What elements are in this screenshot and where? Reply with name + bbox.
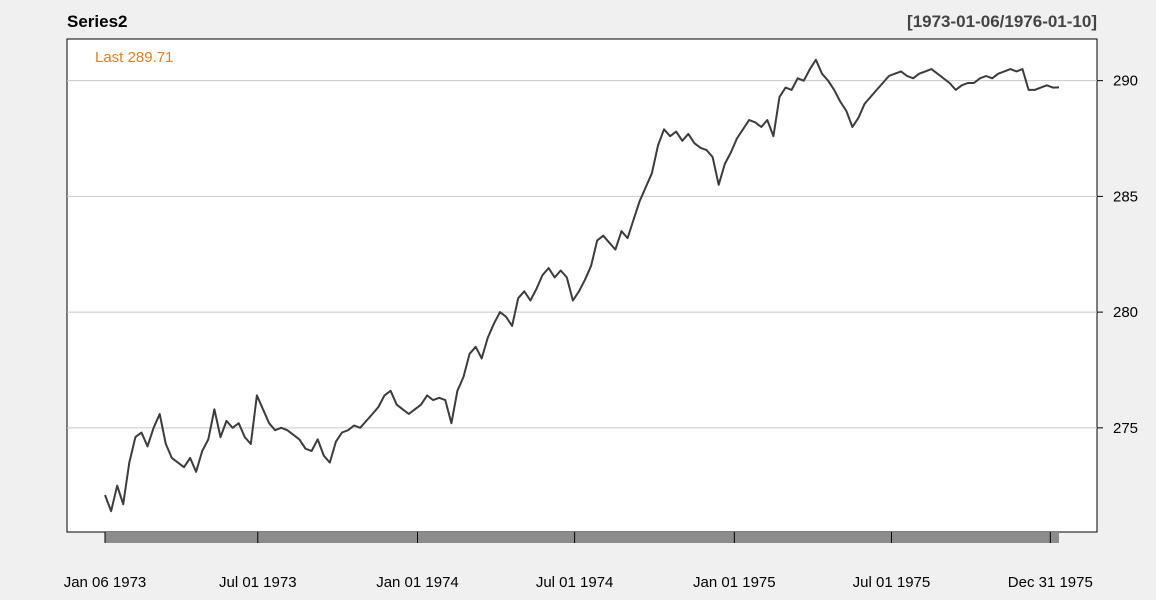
x-tick-label-5: Jul 01 1975 (853, 574, 931, 591)
y-tick-label-3: 290 (1113, 73, 1138, 90)
grid-lines (67, 80, 1097, 429)
last-value-label: Last 289.71 (95, 49, 173, 66)
y-tick-label-0: 275 (1113, 420, 1138, 437)
x-axis-range-bar (105, 532, 1059, 543)
y-tick-label-1: 280 (1113, 304, 1138, 321)
series-layer (104, 58, 1060, 513)
x-tick-label-2: Jan 01 1974 (376, 574, 459, 591)
x-tick-label-0: Jan 06 1973 (64, 574, 147, 591)
y-axis: 275 280 285 290 (1097, 73, 1138, 437)
y-tick-label-2: 285 (1113, 188, 1138, 205)
series-line-0 (104, 58, 1060, 513)
x-axis-bar (105, 532, 1059, 543)
x-tick-label-4: Jan 01 1975 (693, 574, 776, 591)
x-tick-label-6: Dec 31 1975 (1008, 574, 1093, 591)
chart-title: Series2 (67, 12, 128, 31)
x-axis: Jan 06 1973 Jul 01 1973 Jan 01 1974 Jul 01 … (64, 532, 1093, 591)
x-tick-label-1: Jul 01 1973 (219, 574, 297, 591)
date-range-label: [1973-01-06/1976-01-10] (907, 12, 1097, 31)
x-tick-label-3: Jul 01 1974 (536, 574, 614, 591)
